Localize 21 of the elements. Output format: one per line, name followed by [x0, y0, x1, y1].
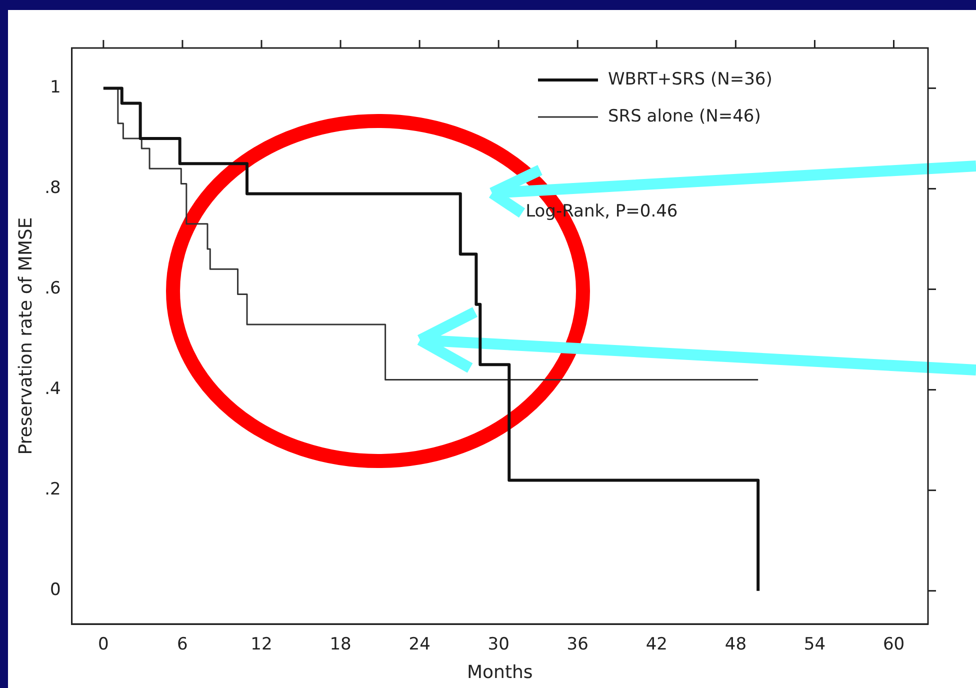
y-tick-label: .4	[44, 379, 61, 400]
y-tick-label: .6	[44, 278, 61, 299]
legend-label: SRS alone (N=46)	[608, 106, 761, 126]
x-tick-label: 48	[724, 634, 747, 655]
x-tick-label: 24	[408, 634, 430, 655]
x-tick-label: 30	[488, 634, 510, 655]
x-tick-label: 18	[330, 634, 352, 655]
x-tick-label: 42	[646, 634, 668, 655]
x-tick-label: 0	[98, 634, 109, 655]
legend-label: WBRT+SRS (N=36)	[608, 69, 772, 90]
x-tick-label: 6	[177, 634, 188, 655]
y-tick-label: 1	[50, 78, 61, 98]
x-tick-label: 12	[250, 634, 272, 655]
x-axis-title: Months	[467, 662, 533, 683]
y-tick-label: .8	[44, 178, 61, 198]
x-tick-label: 54	[804, 634, 826, 655]
x-tick-label: 60	[882, 634, 905, 655]
x-tick-label: 36	[566, 634, 588, 655]
y-tick-label: .2	[44, 480, 61, 500]
y-tick-label: 0	[50, 580, 61, 600]
y-axis-title: Preservation rate of MMSE	[15, 217, 36, 455]
